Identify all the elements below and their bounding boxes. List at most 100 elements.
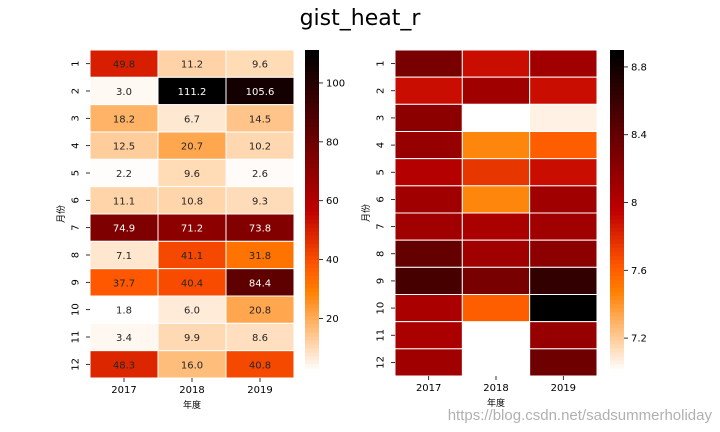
heatmap-cell <box>529 266 598 296</box>
colorbar-tick-label: 100 <box>326 78 345 89</box>
cell-annotation: 40.8 <box>249 360 271 371</box>
colorbar-segment <box>305 271 319 276</box>
colorbar-segment <box>610 106 624 111</box>
colorbar-segment <box>610 283 624 289</box>
x-tick-label: 2019 <box>247 385 272 396</box>
colorbar-segment <box>610 66 624 71</box>
colorbar-segment <box>610 78 624 83</box>
colorbar-segment <box>610 90 624 95</box>
y-tick-label: 11 <box>376 329 387 342</box>
x-tick-label: 2018 <box>179 385 204 396</box>
cell-annotation: 9.9 <box>184 333 200 344</box>
colorbar-segment <box>305 158 319 164</box>
colorbar-segment <box>610 331 624 337</box>
cell-annotation: 14.5 <box>249 114 271 125</box>
colorbar-segment <box>610 279 624 285</box>
colorbar-segment <box>610 138 624 144</box>
cell-annotation: 20.7 <box>181 142 203 153</box>
y-tick-label: 1 <box>71 60 82 66</box>
heatmap-cell <box>461 239 531 268</box>
colorbar-segment <box>610 299 624 305</box>
colorbar-segment <box>610 211 624 216</box>
colorbar-segment <box>305 178 319 184</box>
colorbar-tick-label: 7.2 <box>631 334 647 345</box>
colorbar-segment <box>610 182 624 188</box>
heatmap-cell <box>225 131 295 160</box>
colorbar-segment <box>610 367 624 373</box>
heatmap-cell <box>394 49 463 78</box>
heatmap-cell <box>394 239 463 268</box>
colorbar-segment <box>305 295 319 301</box>
y-tick-label: 2 <box>71 88 82 94</box>
colorbar-segment <box>610 134 624 140</box>
y-tick-label: 8 <box>71 252 82 258</box>
colorbar-segment <box>610 239 624 244</box>
heatmap-cell <box>225 49 295 78</box>
colorbar-segment <box>305 275 319 281</box>
colorbar-tick-label: 8.8 <box>631 62 647 73</box>
figure-title: gist_heat_r <box>299 6 421 31</box>
watermark: https://blog.csdn.net/sadsummerholiday <box>447 407 712 424</box>
y-tick-label: 8 <box>376 251 387 257</box>
colorbar-tick-label: 8.4 <box>631 130 647 141</box>
colorbar-segment <box>305 319 319 325</box>
colorbar-segment <box>610 118 624 124</box>
colorbar-segment <box>610 231 624 236</box>
colorbar-segment <box>610 219 624 224</box>
colorbar-segment <box>305 339 319 345</box>
colorbar-segment <box>305 78 319 83</box>
colorbar-segment <box>305 182 319 188</box>
colorbar-segment <box>305 50 319 55</box>
y-tick-label: 6 <box>71 197 82 203</box>
heatmap-cell <box>461 185 531 214</box>
y-axis-label: 月份 <box>55 205 67 223</box>
colorbar-segment <box>610 351 624 357</box>
colorbar-segment <box>610 307 624 313</box>
colorbar-segment <box>305 367 319 373</box>
y-tick-label: 3 <box>376 115 387 121</box>
heatmap-cell <box>529 76 598 105</box>
colorbar-segment <box>610 110 624 115</box>
colorbar-segment <box>610 339 624 345</box>
heatmap-cell <box>394 103 463 133</box>
heatmap-cell <box>461 158 531 187</box>
y-tick-label: 11 <box>71 331 82 344</box>
heatmap-cell <box>394 185 463 214</box>
colorbar-segment <box>610 311 624 317</box>
heatmap-cell <box>529 321 598 350</box>
y-tick-label: 9 <box>376 278 387 284</box>
heatmap-cell <box>157 104 227 133</box>
colorbar-segment <box>610 343 624 349</box>
colorbar-segment <box>610 194 624 200</box>
colorbar-segment <box>305 162 319 168</box>
heatmap-cell <box>461 103 531 133</box>
heatmap-cell <box>225 186 295 215</box>
colorbar-segment <box>305 142 319 148</box>
colorbar-segment <box>305 263 319 268</box>
colorbar-segment <box>305 166 319 172</box>
colorbar-segment <box>610 122 624 128</box>
y-tick-label: 9 <box>71 279 82 285</box>
cell-annotation: 41.1 <box>181 251 203 262</box>
colorbar-segment <box>610 142 624 148</box>
colorbar-tick-label: 40 <box>326 255 339 266</box>
cell-annotation: 9.3 <box>252 196 268 207</box>
heatmap-cell <box>157 186 227 215</box>
cell-annotation: 10.2 <box>249 142 271 153</box>
colorbar-segment <box>305 86 319 91</box>
heatmap-cell <box>461 294 531 323</box>
y-tick-label: 7 <box>71 224 82 230</box>
cell-annotation: 111.2 <box>178 87 207 98</box>
x-tick-label: 2019 <box>551 383 576 394</box>
colorbar-segment <box>305 62 319 67</box>
colorbar-segment <box>305 134 319 140</box>
cell-annotation: 48.3 <box>113 360 135 371</box>
colorbar-segment <box>305 227 319 232</box>
heatmap-cell <box>225 104 295 133</box>
heatmap-cell <box>89 240 159 270</box>
colorbar-segment <box>610 327 624 333</box>
colorbar-segment <box>305 174 319 180</box>
colorbar-segment <box>610 82 624 87</box>
cell-annotation: 2.2 <box>116 169 132 180</box>
y-axis-label: 月份 <box>360 204 372 222</box>
